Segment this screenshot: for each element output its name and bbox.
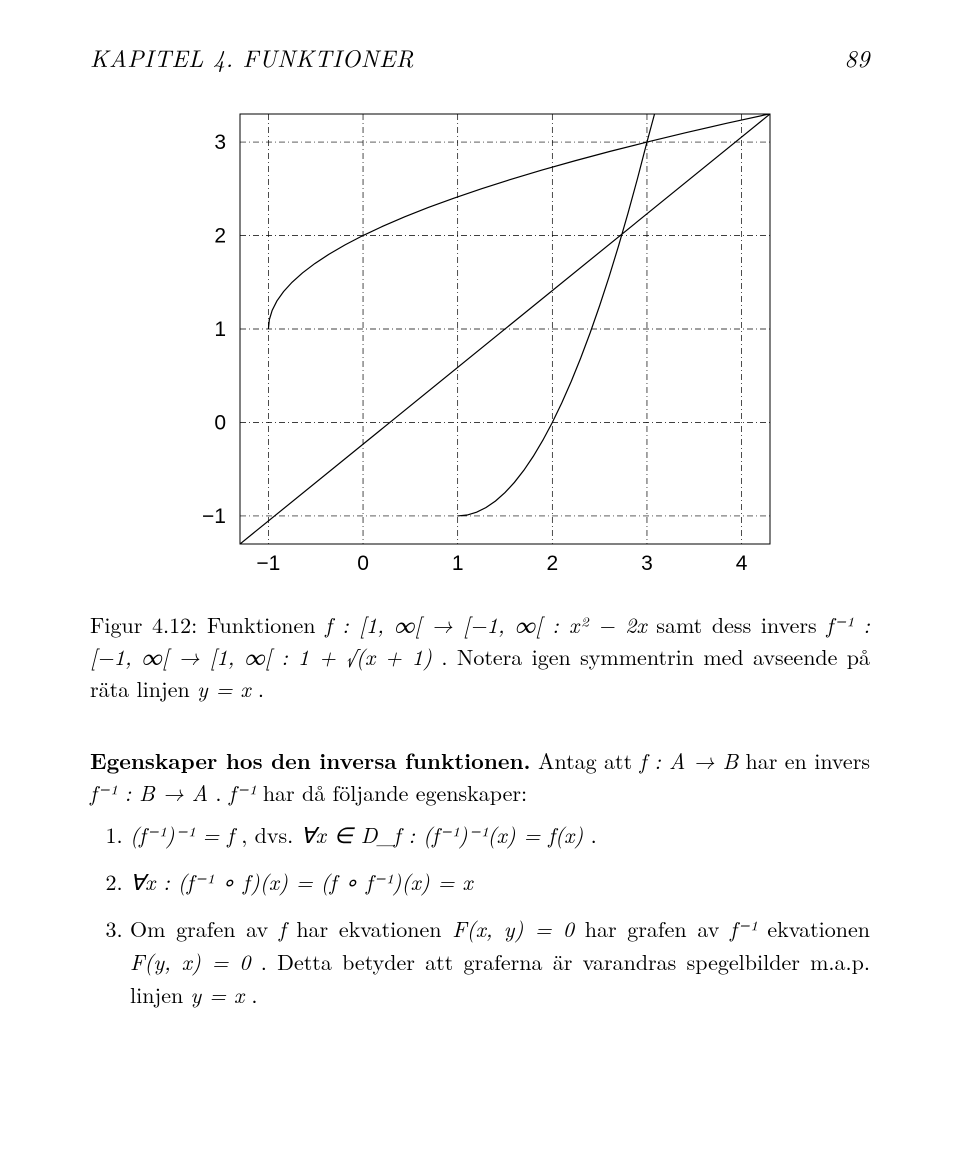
heading-math: f : A → B: [640, 745, 739, 776]
item-text: har grafen av: [585, 913, 730, 944]
svg-text:1: 1: [452, 552, 464, 575]
item-math: f⁻¹: [730, 913, 757, 944]
figure-caption: Figur 4.12: Funktionen f : [1, ∞[ → [−1,…: [90, 609, 870, 705]
svg-text:0: 0: [214, 411, 226, 434]
item-math: F(y, x) = 0: [130, 946, 251, 977]
item-text: har ekvationen: [296, 913, 452, 944]
list-item: (f⁻¹)⁻¹ = f , dvs. ∀x ∈ D_f : (f⁻¹)⁻¹(x)…: [130, 818, 870, 851]
caption-text: .: [258, 673, 264, 704]
heading-text: har då följande egenskaper:: [263, 777, 527, 808]
svg-text:−1: −1: [202, 505, 226, 528]
caption-text: Figur 4.12: Funktionen: [90, 609, 325, 640]
heading-text: Antag att: [538, 745, 640, 776]
heading-text: har en invers: [746, 745, 870, 776]
item-math: ∀x : (f⁻¹ ∘ f)(x) = (f ∘ f⁻¹)(x) = x: [130, 866, 473, 897]
properties-list: (f⁻¹)⁻¹ = f , dvs. ∀x ∈ D_f : (f⁻¹)⁻¹(x)…: [90, 818, 870, 1011]
item-text: .: [591, 819, 597, 850]
chart-svg: −1 0 1 2 3 4 −1 0 1 2 3: [180, 104, 780, 584]
svg-text:3: 3: [641, 552, 653, 575]
item-math: y = x: [191, 979, 245, 1010]
figure-chart: −1 0 1 2 3 4 −1 0 1 2 3: [180, 104, 780, 589]
caption-lineeq: y = x: [197, 673, 251, 704]
caption-text: samt dess invers: [656, 609, 826, 640]
header-page-number: 89: [844, 40, 870, 74]
header-left: KAPITEL 4. FUNKTIONER: [90, 40, 414, 74]
heading-math: f⁻¹ : B → A: [90, 777, 208, 808]
heading-text: .: [215, 777, 228, 808]
svg-text:2: 2: [546, 552, 558, 575]
item-text: Om grafen av: [130, 913, 279, 944]
item-math: f: [279, 913, 286, 944]
list-item: Om grafen av f har ekvationen F(x, y) = …: [130, 912, 870, 1011]
svg-text:2: 2: [214, 225, 226, 248]
item-text: .: [251, 979, 257, 1010]
list-item: ∀x : (f⁻¹ ∘ f)(x) = (f ∘ f⁻¹)(x) = x: [130, 865, 870, 898]
item-text: ekvationen: [767, 913, 870, 944]
item-math: F(x, y) = 0: [452, 913, 574, 944]
svg-text:−1: −1: [256, 552, 280, 575]
page-header: KAPITEL 4. FUNKTIONER 89: [90, 40, 870, 74]
svg-text:0: 0: [357, 552, 369, 575]
heading-math: f⁻¹: [229, 777, 256, 808]
svg-text:3: 3: [214, 131, 226, 154]
item-math: ∀x ∈ D_f : (f⁻¹)⁻¹(x) = f(x): [301, 819, 584, 850]
svg-text:1: 1: [214, 318, 226, 341]
properties-heading: Egenskaper hos den inversa funktionen. A…: [90, 745, 870, 809]
item-text: , dvs.: [241, 819, 300, 850]
caption-fdef: f : [1, ∞[ → [−1, ∞[ : x² − 2x: [325, 609, 646, 640]
svg-text:4: 4: [736, 552, 748, 575]
heading-bold: Egenskaper hos den inversa funktionen.: [90, 745, 531, 776]
item-math: (f⁻¹)⁻¹ = f: [130, 819, 234, 850]
